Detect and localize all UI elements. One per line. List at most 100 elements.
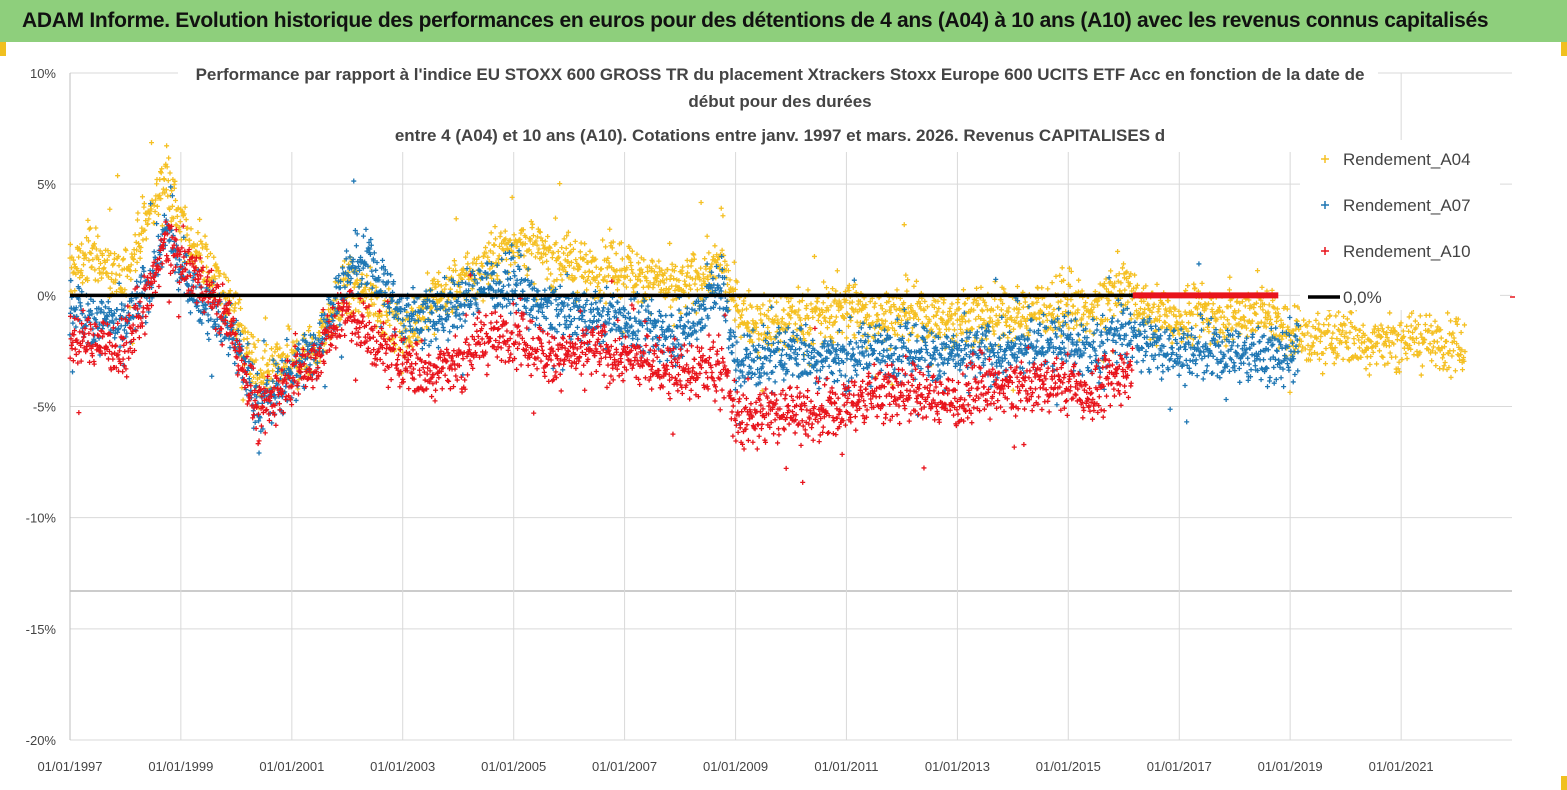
data-point [620,281,626,287]
data-point [1355,333,1361,339]
data-point [1323,361,1329,367]
data-point [238,306,244,312]
data-point [1068,297,1074,303]
data-point [546,248,552,254]
data-point [1332,323,1338,329]
data-point [1351,340,1357,346]
data-point [1367,362,1373,368]
data-point [1438,335,1444,341]
data-point [746,288,752,294]
data-point [734,302,740,308]
data-point [360,233,366,239]
data-point [571,316,577,322]
data-point [764,313,770,319]
data-point [583,252,589,258]
data-point [70,270,76,276]
data-point [163,187,169,193]
data-point [94,253,100,259]
data-point [1394,337,1400,343]
data-point [592,288,598,294]
data-point [536,246,542,252]
data-point [699,286,705,292]
data-point [789,303,795,309]
data-point [1165,298,1171,304]
data-point [706,250,712,256]
data-point [767,298,773,304]
data-point [173,222,179,228]
data-point [296,377,302,383]
data-point [166,155,172,161]
data-point [1070,303,1076,309]
data-point [923,346,929,352]
data-point [810,314,816,320]
data-point [1458,329,1464,335]
data-point [563,245,569,251]
data-point [592,277,598,283]
data-point [682,278,688,284]
data-point [1259,284,1265,290]
x-tick-label: 01/01/1999 [148,759,213,774]
data-point [1162,320,1168,326]
data-point [685,270,691,276]
data-point [1387,310,1393,316]
data-point [998,307,1004,313]
data-point [698,199,704,205]
data-point [476,254,482,260]
data-point [875,312,881,318]
data-point [337,317,343,323]
data-point [850,346,856,352]
data-point [758,332,764,338]
data-point [387,322,393,328]
data-point [836,361,842,367]
data-point [528,236,534,242]
data-point [483,245,489,251]
data-point [1301,317,1307,323]
data-point [847,300,853,306]
data-point [496,243,502,249]
data-point [113,271,119,277]
data-point [911,283,917,289]
data-point [523,234,529,240]
data-point [1049,280,1055,286]
data-point [1068,318,1074,324]
data-point [137,255,143,261]
data-point [85,278,91,284]
data-point [205,254,211,260]
data-point [826,363,832,369]
data-point [241,336,247,342]
data-point [681,323,687,329]
data-point [380,257,386,263]
data-point [1026,332,1032,338]
data-point [433,307,439,313]
data-point [959,338,965,344]
data-point [76,245,82,251]
data-point [760,302,766,308]
data-point [365,313,371,319]
data-point [1347,329,1353,335]
report-banner-title: ADAM Informe. Evolution historique des p… [22,9,1489,32]
data-point [660,342,666,348]
data-point [134,259,140,265]
data-point [1326,322,1332,328]
data-point [656,258,662,264]
data-point [104,270,110,276]
data-point [718,205,724,211]
data-point [672,288,678,294]
data-point [533,254,539,260]
data-point [1005,335,1011,341]
data-point [727,277,733,283]
data-point [581,256,587,262]
data-point [639,303,645,309]
data-point [724,298,730,304]
data-point [781,307,787,313]
data-point [591,275,597,281]
data-point [76,254,82,260]
data-point [177,219,183,225]
data-point [145,221,151,227]
data-point [624,265,630,271]
data-point [560,367,566,373]
scatter-points-layer [67,140,1468,485]
data-point [1252,310,1258,316]
data-point [767,353,773,359]
data-point [284,342,290,348]
